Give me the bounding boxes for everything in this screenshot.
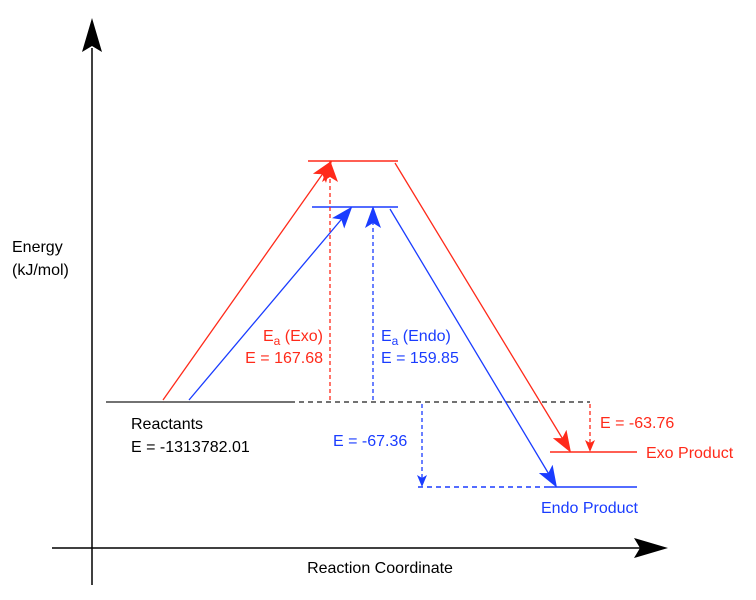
exo-delta-label: E = -63.76 — [600, 415, 674, 432]
endo-product-label: Endo Product — [541, 500, 639, 517]
y-axis-label: Energy — [12, 239, 63, 256]
endo-activation-arrow — [188, 206, 353, 401]
exo-ea-label: Ea (Exo) — [263, 328, 323, 348]
y-axis-unit: (kJ/mol) — [12, 262, 69, 279]
exo-product-arrow — [394, 162, 572, 453]
y-axis — [82, 18, 102, 585]
exo-ea-value: E = 167.68 — [245, 350, 323, 367]
endo-ea-value: E = 159.85 — [381, 350, 459, 367]
reactants-label: Reactants — [131, 416, 203, 433]
x-axis — [52, 538, 668, 558]
reactants-energy: E = -1313782.01 — [131, 439, 250, 456]
exo-product-label: Exo Product — [646, 445, 734, 462]
endo-product-arrow — [389, 208, 558, 488]
y-axis-arrowhead — [82, 18, 102, 52]
x-axis-label: Reaction Coordinate — [307, 560, 453, 577]
exo-activation-arrow — [162, 160, 333, 401]
endo-delta-label: E = -67.36 — [333, 433, 407, 450]
x-axis-arrowhead — [634, 538, 668, 558]
endo-ea-label: Ea (Endo) — [381, 328, 451, 348]
